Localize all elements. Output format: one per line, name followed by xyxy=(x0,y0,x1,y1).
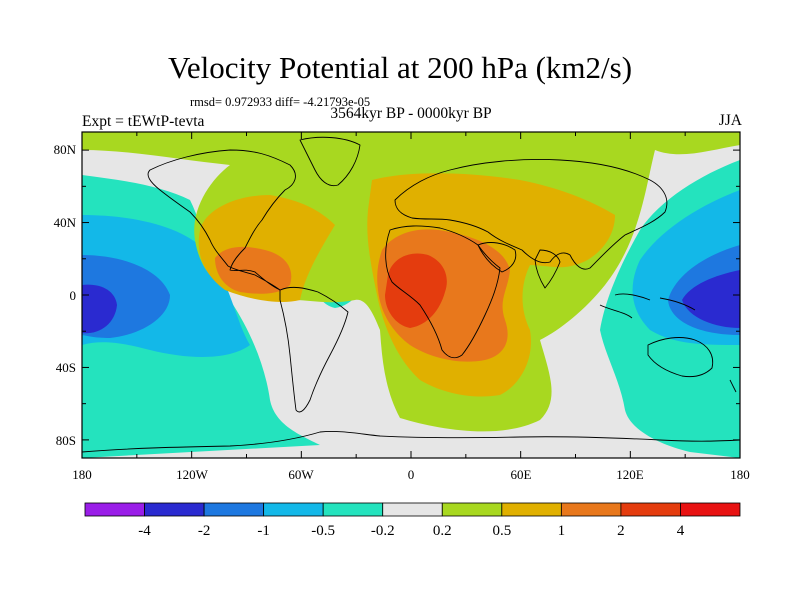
y-tick-label: 80N xyxy=(54,142,77,157)
colorbar-swatch xyxy=(382,502,443,517)
colorbar-swatch xyxy=(144,502,205,517)
x-tick-label: 0 xyxy=(408,467,415,482)
colorbar-swatch xyxy=(560,502,622,517)
x-tick-label: 60W xyxy=(288,467,314,482)
axis-ticks xyxy=(81,132,741,458)
coast-africa xyxy=(385,225,501,359)
period-subtitle: 3564kyr BP - 0000kyr BP xyxy=(330,105,492,122)
plot-title: Velocity Potential at 200 hPa (km2/s) xyxy=(167,50,633,85)
colorbar-swatch xyxy=(501,502,562,517)
colorbar-swatch xyxy=(680,502,741,517)
colorbar-label: -4 xyxy=(138,523,151,539)
contour-pos1-americas xyxy=(215,246,292,294)
x-tick-label: 60E xyxy=(511,467,532,482)
colorbar-label: 1 xyxy=(558,523,566,539)
contour-neg2-pacific-east xyxy=(682,270,740,328)
coast-greenland xyxy=(299,136,361,187)
x-axis-labels: 180 120W 60W 0 60E 120E 180 xyxy=(72,467,750,482)
colorbar-swatch xyxy=(84,502,145,517)
y-tick-label: 40S xyxy=(56,360,76,375)
coast-new-zealand xyxy=(729,379,737,393)
x-tick-label: 180 xyxy=(72,467,92,482)
x-tick-label: 120E xyxy=(616,467,644,482)
experiment-label: Expt = tEWtP-tevta xyxy=(82,113,205,130)
coast-antarctica xyxy=(82,431,740,453)
coastlines xyxy=(82,136,740,453)
coast-south-america xyxy=(279,286,349,413)
coast-australia xyxy=(647,337,714,378)
y-tick-label: 40N xyxy=(54,215,77,230)
stats-text: rmsd= 0.972933 diff= -4.21793e-05 xyxy=(190,95,371,109)
colorbar-swatch xyxy=(263,502,324,517)
colorbar-label: 0.5 xyxy=(492,523,511,539)
y-tick-label: 0 xyxy=(70,288,77,303)
colorbar-label: -2 xyxy=(198,523,211,539)
season-label: JJA xyxy=(718,112,742,129)
coast-maritime-continent xyxy=(599,293,696,319)
y-tick-label: 80S xyxy=(56,433,76,448)
colorbar-swatch xyxy=(203,502,265,517)
x-tick-label: 180 xyxy=(730,467,750,482)
map-field xyxy=(82,132,740,458)
y-axis-labels: 80N 40N 0 40S 80S xyxy=(54,142,77,448)
coast-eurasia xyxy=(394,159,668,270)
colorbar-swatch xyxy=(322,502,384,517)
colorbar-label: 0.2 xyxy=(433,523,452,539)
x-tick-label: 120W xyxy=(176,467,209,482)
colorbar-swatch xyxy=(441,502,503,517)
colorbar-label: -1 xyxy=(257,523,270,539)
colorbar-label: 2 xyxy=(617,523,625,539)
contour-pos2-africa xyxy=(385,253,447,328)
colorbar-label: -0.2 xyxy=(371,523,395,539)
contour-neg2-pacific-west xyxy=(82,284,117,334)
coast-arabia xyxy=(477,242,517,273)
colorbar-swatch xyxy=(620,502,681,517)
colorbar-label: -0.5 xyxy=(311,523,335,539)
coast-india xyxy=(534,249,561,289)
colorbar: -4 -2 -1 -0.5 -0.2 0.2 0.5 1 2 4 xyxy=(84,502,741,539)
colorbar-label: 4 xyxy=(677,523,685,539)
coast-north-america xyxy=(147,149,296,291)
